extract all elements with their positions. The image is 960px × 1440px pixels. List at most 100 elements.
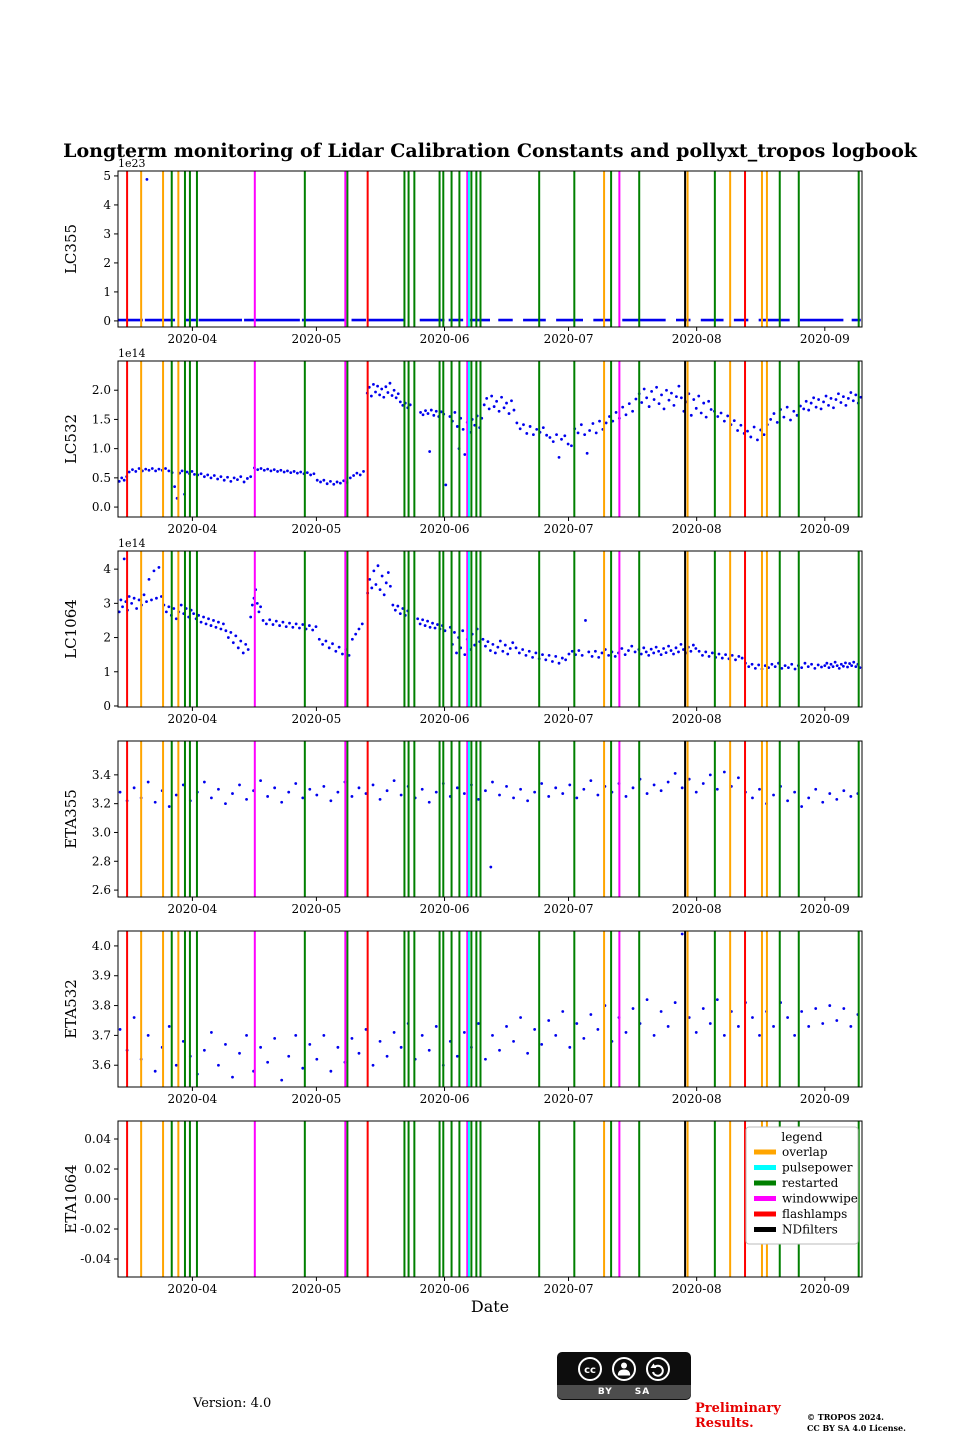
data-point (392, 779, 396, 783)
data-point (286, 469, 289, 473)
data-point (362, 470, 365, 473)
data-point (659, 653, 663, 657)
data-point (544, 658, 548, 662)
data-point (657, 402, 661, 406)
x-tick-label: 2020-04 (167, 712, 217, 726)
data-point (301, 623, 305, 626)
data-point (730, 653, 734, 657)
x-tick-label: 2020-06 (420, 1092, 470, 1106)
data-point (670, 391, 673, 395)
data-point (740, 656, 744, 660)
data-point (324, 639, 328, 643)
data-point (722, 770, 726, 774)
data-point (372, 569, 376, 573)
data-point (517, 651, 521, 655)
data-point (426, 412, 430, 415)
x-tick-label: 2020-05 (291, 1282, 341, 1296)
data-point (835, 1019, 839, 1022)
data-point (568, 783, 572, 787)
data-point (217, 787, 220, 791)
data-point (507, 412, 511, 415)
data-point (453, 411, 457, 414)
data-point (644, 650, 648, 654)
data-point (264, 622, 268, 626)
x-tick-label: 2020-05 (291, 902, 341, 916)
data-point (132, 786, 136, 790)
data-point (789, 418, 792, 422)
data-point (584, 619, 587, 622)
data-point (212, 619, 215, 622)
data-point (560, 437, 563, 441)
data-point (393, 608, 397, 612)
data-point (118, 790, 122, 794)
data-point (322, 784, 326, 788)
legend-title: legend (781, 1130, 822, 1144)
data-point (844, 661, 847, 665)
data-point (655, 385, 658, 389)
data-point (793, 1033, 797, 1037)
data-point (699, 411, 703, 415)
data-point (179, 603, 183, 607)
data-point (376, 564, 380, 568)
data-point (382, 395, 386, 399)
subplot-LC532: 0.0 0.5 1.0 1.5 2.0 2020-04 2020-05 2020-06 2020… (62, 347, 863, 536)
y-tick-label: 4.0 (92, 939, 111, 953)
data-point (692, 398, 696, 401)
data-point (647, 405, 651, 408)
y-tick-label: 3 (103, 227, 111, 241)
data-point (640, 401, 644, 404)
data-point (709, 408, 713, 411)
data-point (145, 178, 149, 181)
data-point (127, 595, 131, 598)
data-point (249, 615, 253, 619)
data-point (493, 651, 497, 655)
data-point (579, 423, 583, 427)
data-point (357, 786, 361, 790)
data-point (803, 661, 807, 665)
data-point (639, 652, 643, 656)
x-tick-label: 2020-06 (420, 522, 470, 536)
data-point (505, 784, 508, 788)
data-point (259, 1045, 262, 1049)
data-point (193, 472, 196, 476)
data-point (575, 796, 579, 800)
data-point (675, 395, 678, 399)
data-point (329, 799, 333, 803)
data-point (519, 1016, 522, 1019)
data-point (716, 415, 720, 418)
data-point (652, 398, 656, 401)
data-point (689, 413, 693, 417)
y-tick-label: 2.6 (92, 883, 111, 897)
data-point (694, 790, 698, 794)
subplot-ETA532: 3.6 3.7 3.8 3.9 4.0 2020-04 2020-05 2020-06 2020… (62, 930, 863, 1106)
data-point (557, 456, 561, 459)
x-tick-label: 2020-09 (800, 332, 850, 346)
data-point (547, 795, 551, 798)
data-point (391, 603, 395, 607)
x-tick-label: 2020-07 (544, 712, 594, 726)
data-point (650, 389, 654, 393)
data-point (634, 397, 638, 401)
data-point (155, 596, 158, 600)
data-point (190, 470, 194, 473)
data-point (398, 400, 402, 404)
data-point (850, 664, 854, 668)
data-point (842, 664, 845, 668)
data-point (301, 796, 305, 800)
data-point (309, 473, 313, 477)
data-point (594, 649, 597, 653)
data-point (371, 783, 375, 787)
data-point (604, 421, 608, 425)
data-point (746, 429, 749, 433)
data-point (554, 786, 558, 790)
data-point (842, 395, 845, 399)
data-point (337, 645, 341, 649)
data-point (827, 404, 830, 407)
data-point (222, 478, 226, 482)
data-point (694, 406, 698, 410)
data-point (266, 467, 270, 471)
data-point (621, 405, 625, 409)
data-point (823, 664, 827, 668)
data-point (739, 423, 743, 427)
